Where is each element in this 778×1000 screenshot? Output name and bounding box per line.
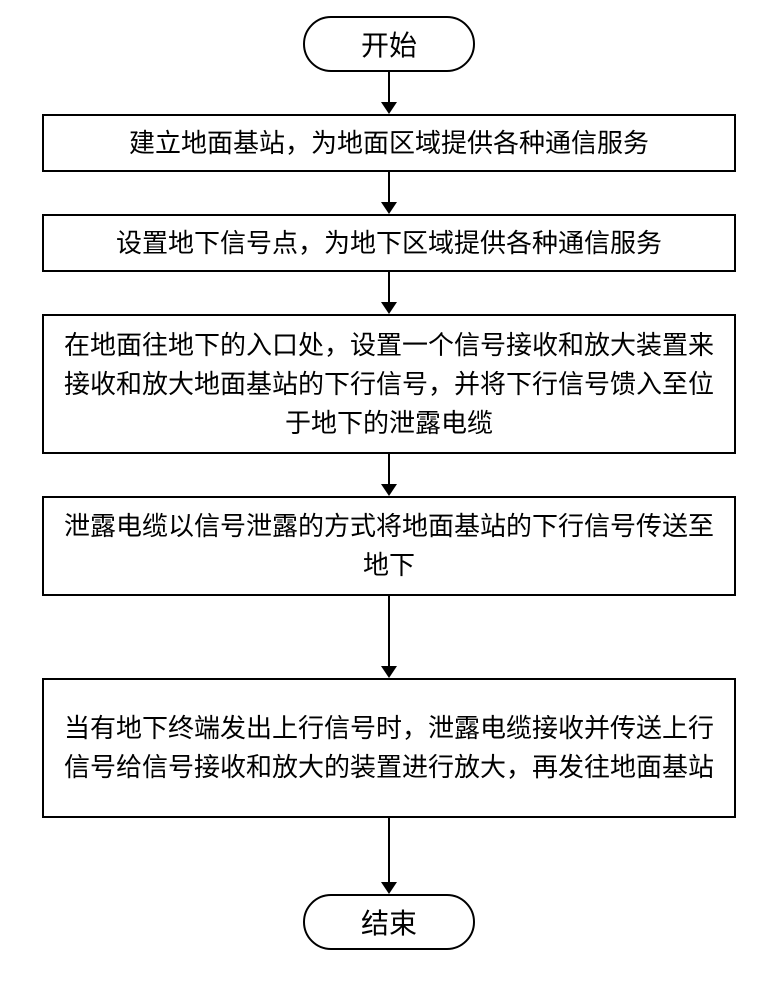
end-node: 结束 [303,894,475,950]
step1-label: 建立地面基站，为地面区域提供各种通信服务 [129,124,649,163]
flowchart-container: 开始 建立地面基站，为地面区域提供各种通信服务 设置地下信号点，为地下区域提供各… [0,0,778,1000]
step2-label: 设置地下信号点，为地下区域提供各种通信服务 [116,224,662,263]
step3-node: 在地面往地下的入口处，设置一个信号接收和放大装置来接收和放大地面基站的下行信号，… [42,314,736,454]
step4-node: 泄露电缆以信号泄露的方式将地面基站的下行信号传送至地下 [42,496,736,596]
step5-label: 当有地下终端发出上行信号时，泄露电缆接收并传送上行信号给信号接收和放大的装置进行… [58,709,720,787]
start-label: 开始 [361,24,417,64]
step4-label: 泄露电缆以信号泄露的方式将地面基站的下行信号传送至地下 [58,507,720,585]
end-label: 结束 [361,902,417,942]
start-node: 开始 [303,16,475,72]
step2-node: 设置地下信号点，为地下区域提供各种通信服务 [42,214,736,272]
step3-label: 在地面往地下的入口处，设置一个信号接收和放大装置来接收和放大地面基站的下行信号，… [58,326,720,443]
step5-node: 当有地下终端发出上行信号时，泄露电缆接收并传送上行信号给信号接收和放大的装置进行… [42,678,736,818]
step1-node: 建立地面基站，为地面区域提供各种通信服务 [42,114,736,172]
